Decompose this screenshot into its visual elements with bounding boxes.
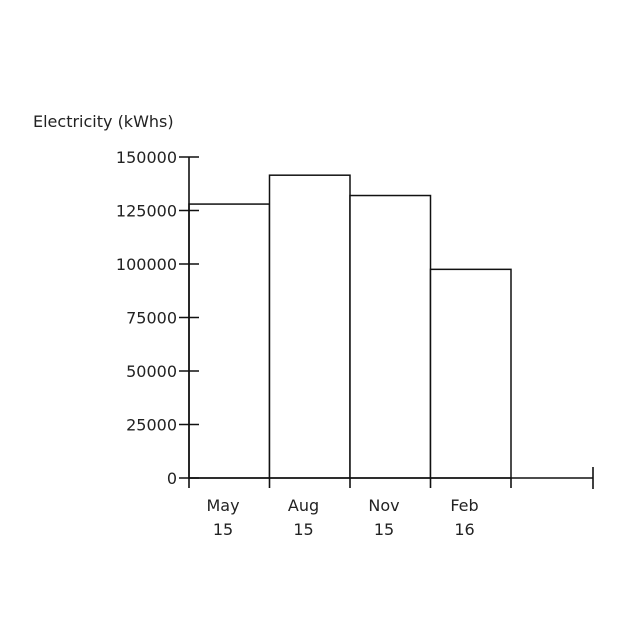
x-tick-label: 15 (213, 520, 233, 539)
x-tick-label: May (206, 496, 239, 515)
bars-group (188, 174, 512, 479)
x-tick-label: 16 (454, 520, 474, 539)
bar-may-15 (188, 203, 271, 479)
y-axis-label: Electricity (kWhs) (33, 112, 174, 131)
y-tick-label: 25000 (126, 416, 177, 435)
y-tick-label: 150000 (116, 148, 177, 167)
y-axis-ticks: 0 25000 50000 75000 100000 125000 150000 (116, 148, 199, 488)
y-tick-label: 100000 (116, 255, 177, 274)
x-tick-label: Feb (450, 496, 478, 515)
x-tick-label: 15 (374, 520, 394, 539)
bar-aug-15 (268, 174, 351, 479)
y-tick-label: 75000 (126, 309, 177, 328)
x-axis-ticks: May 15 Aug 15 Nov 15 Feb 16 (188, 478, 512, 539)
y-tick-label: 0 (167, 469, 177, 488)
y-tick-label: 50000 (126, 362, 177, 381)
bar-nov-15 (349, 194, 432, 479)
bar-feb-16 (429, 268, 512, 479)
y-tick-label: 125000 (116, 202, 177, 221)
x-tick-label: Nov (368, 496, 399, 515)
x-tick-label: Aug (288, 496, 319, 515)
x-tick-label: 15 (293, 520, 313, 539)
